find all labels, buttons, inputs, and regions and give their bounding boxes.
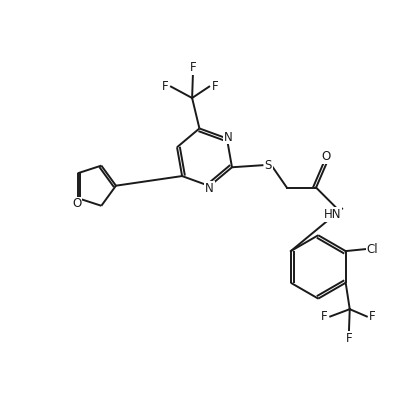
Text: F: F: [346, 332, 352, 344]
Text: HN: HN: [324, 208, 341, 221]
Text: O: O: [321, 150, 331, 163]
Text: N: N: [224, 131, 232, 144]
Text: F: F: [190, 61, 196, 75]
Text: F: F: [211, 80, 218, 93]
Text: S: S: [265, 159, 272, 172]
Text: O: O: [72, 197, 81, 210]
Text: F: F: [369, 310, 376, 323]
Text: N: N: [205, 182, 214, 194]
Text: F: F: [321, 310, 328, 323]
Text: Cl: Cl: [367, 243, 378, 255]
Text: F: F: [162, 80, 169, 93]
